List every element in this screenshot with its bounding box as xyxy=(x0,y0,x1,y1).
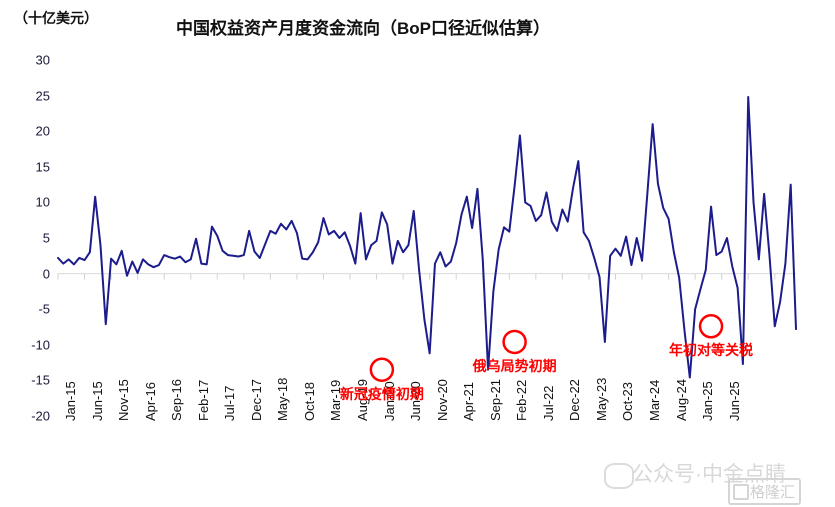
x-axis-tick-label: Nov-20 xyxy=(434,379,450,421)
x-axis-tick-label: Oct-23 xyxy=(620,381,636,421)
y-axis-tick-label: 30 xyxy=(35,52,50,68)
x-axis-tick-label: Jan-15 xyxy=(63,381,78,421)
x-axis-tick-label: Jun-25 xyxy=(726,381,742,421)
annotation-label: 新冠疫情初期 xyxy=(339,385,424,402)
x-axis-tick-label: Nov-15 xyxy=(116,379,132,421)
y-axis-tick-label: -10 xyxy=(31,337,50,353)
y-axis-tick-label: 15 xyxy=(35,159,50,175)
annotation-label: 年初对等关税 xyxy=(669,342,754,359)
x-axis-tick-label: Sep-16 xyxy=(169,379,185,421)
y-axis-tick-label: 5 xyxy=(42,230,50,246)
x-axis-tick-label: Jun-15 xyxy=(89,381,105,421)
data-series-line xyxy=(57,96,797,379)
x-axis-tick-label: Jul-17 xyxy=(222,385,238,421)
y-axis-tick-label: 10 xyxy=(35,194,50,210)
x-axis-tick-label: May-18 xyxy=(275,377,291,421)
y-axis-tick-label: -5 xyxy=(38,301,50,317)
y-axis-tick-label: -15 xyxy=(31,372,50,388)
axis-group xyxy=(57,273,796,280)
x-axis-tick-label: Feb-22 xyxy=(514,379,530,421)
x-axis-tick-label: Jan-25 xyxy=(700,381,716,421)
y-axis-tick-label: 25 xyxy=(35,88,50,104)
x-axis-tick-label: Sep-21 xyxy=(487,379,503,421)
y-axis-unit-label: （十亿美元） xyxy=(14,10,98,26)
x-axis-tick-label: Jul-22 xyxy=(540,385,556,421)
x-axis-tick-label: Apr-16 xyxy=(142,381,158,421)
x-axis-tick-label: Feb-17 xyxy=(195,379,211,421)
x-axis-tick-label: Mar-24 xyxy=(647,379,663,421)
x-axis-tick-label: Oct-18 xyxy=(301,381,317,421)
x-axis-tick-label: Apr-21 xyxy=(461,381,477,421)
annotation-markers xyxy=(369,314,724,382)
y-axis-tick-label: 0 xyxy=(42,266,50,282)
chart-title: 中国权益资产月度资金流向（BoP口径近似估算） xyxy=(176,19,550,38)
x-axis-tick-label: May-23 xyxy=(593,377,609,421)
x-axis-tick-label: Dec-17 xyxy=(248,379,264,421)
x-axis-tick-label: Aug-24 xyxy=(673,379,689,421)
y-axis-tick-label: -20 xyxy=(31,408,50,424)
x-axis-tick-label: Dec-22 xyxy=(567,379,583,421)
annotation-label: 俄乌局势初期 xyxy=(472,357,557,374)
y-axis-tick-label: 20 xyxy=(35,123,50,139)
